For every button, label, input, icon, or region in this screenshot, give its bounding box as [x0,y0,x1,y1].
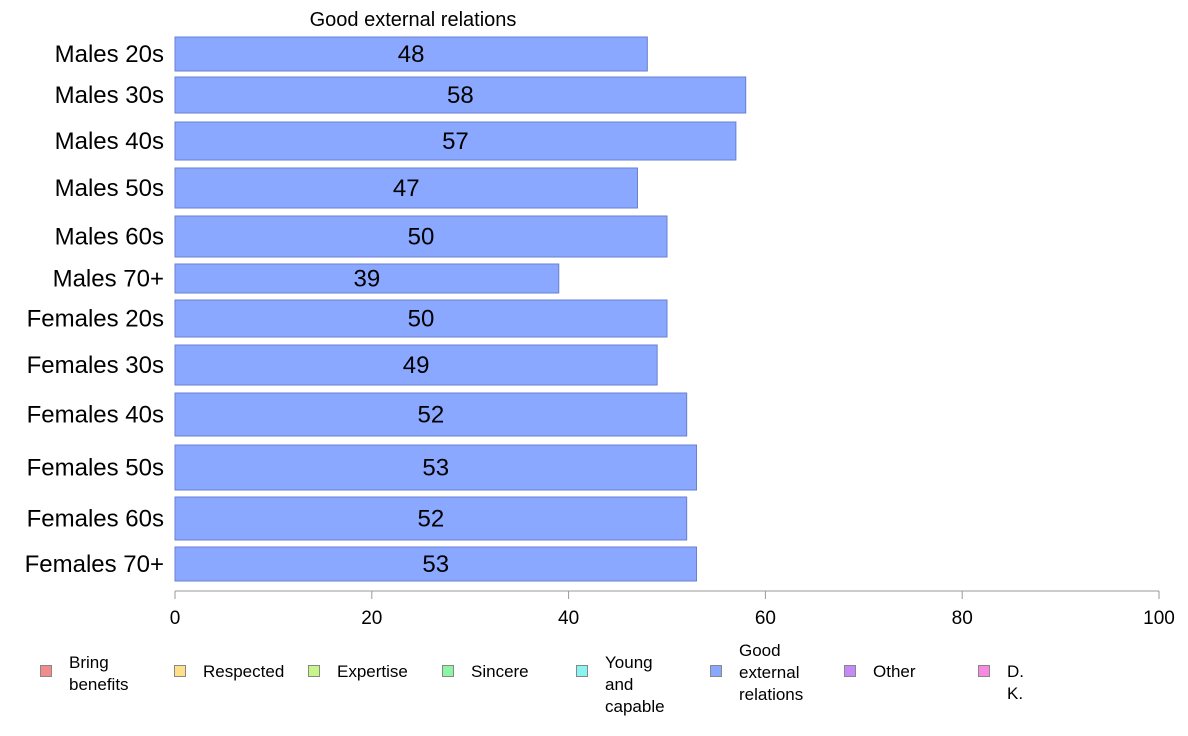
legend-label: Sincere [471,662,529,681]
bar [174,344,658,386]
x-tick-label: 100 [1143,608,1175,629]
data-label: 50 [408,306,435,333]
category-label: Males 30s [55,82,164,109]
legend-label: Respected [203,662,285,681]
data-label: 53 [422,455,449,482]
bar [174,215,668,258]
data-label: 50 [408,224,435,251]
category-label: Females 60s [27,506,164,533]
bar [174,299,668,338]
legend-label: D. K. [1007,662,1024,703]
bar [174,121,737,161]
x-tick-label: 40 [558,608,579,629]
legend-swatch [308,665,320,677]
data-label: 47 [393,175,420,202]
data-label: 57 [442,128,469,155]
data-label: 49 [403,352,430,379]
category-label: Males 60s [55,224,164,251]
category-label: Males 70+ [53,266,164,293]
bar [174,167,638,209]
bar [174,392,688,437]
data-label: 39 [354,266,381,293]
bar [174,444,698,491]
x-tick-label: 0 [170,608,181,629]
bar [174,496,688,541]
bar [174,263,560,294]
data-label: 53 [422,551,449,578]
data-label: 52 [417,506,444,533]
legend-swatch [710,665,722,677]
legend-swatch [844,665,856,677]
category-label: Females 30s [27,352,164,379]
category-label: Females 40s [27,402,164,429]
category-label: Females 50s [27,455,164,482]
bar-chart: Good external relations Males 20s 48 Males … [25,9,1175,629]
x-tick-label: 80 [952,608,973,629]
data-label: 48 [398,41,425,68]
legend-swatch [576,665,588,677]
category-label: Females 20s [27,306,164,333]
category-label: Females 70+ [25,551,164,578]
legend-label: Other [873,662,916,681]
legend-swatch [442,665,454,677]
bar [174,36,648,72]
chart-title: Good external relations [310,9,517,31]
legend-swatch [174,665,186,677]
legend-label: Good external relations [739,641,804,704]
category-label: Males 40s [55,128,164,155]
legend-label: Expertise [337,662,408,681]
bar [174,546,698,582]
legend-label: Bring benefits [69,653,129,694]
category-label: Males 20s [55,41,164,68]
x-tick-label: 20 [361,608,382,629]
legend-swatch [40,665,52,677]
data-label: 58 [447,82,474,109]
data-label: 52 [417,402,444,429]
category-label: Males 50s [55,175,164,202]
legend: Bring benefits Respected Expertise Sincere Y… [0,640,1188,720]
legend-swatch [978,665,990,677]
legend-label: Young and capable [605,653,665,716]
bar [174,76,747,114]
x-tick-label: 60 [755,608,776,629]
